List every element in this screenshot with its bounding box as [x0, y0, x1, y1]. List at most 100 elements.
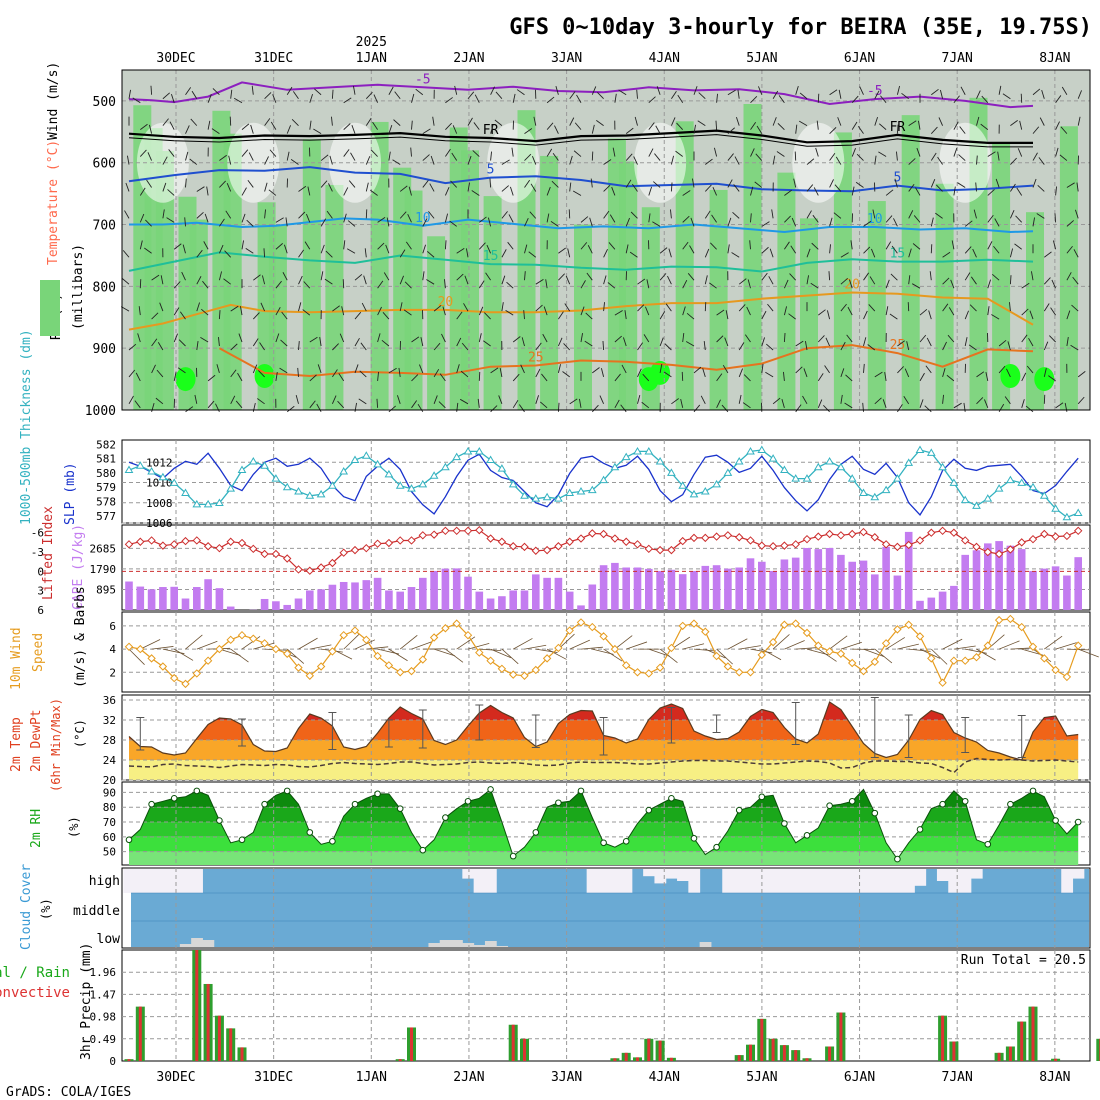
wind-barb [806, 210, 812, 219]
wind-barb [546, 213, 550, 223]
wind-barb [798, 120, 808, 127]
wind-barb [377, 216, 386, 223]
top-date-label-1: 31DEC [254, 51, 293, 66]
wind-barb-10m [998, 640, 1020, 650]
thickness-marker [474, 446, 484, 455]
wind-speed-marker [983, 641, 993, 650]
wind-barb [744, 334, 751, 343]
wind-barb [178, 339, 186, 347]
wind-barb [846, 334, 853, 343]
cloud-low-cell [473, 945, 486, 947]
wind-barb [761, 363, 764, 373]
cape-bar [385, 590, 393, 610]
wind-barb [767, 303, 774, 312]
cloud-high-cell [597, 869, 610, 893]
li-marker [927, 528, 936, 537]
wind-barb [501, 185, 509, 192]
wind-barbs-label: (m/s) & Barbs [73, 586, 88, 688]
wind-barb [485, 272, 491, 281]
wind-barb [347, 220, 356, 227]
rh-marker [939, 800, 946, 808]
cape-bar [622, 567, 630, 610]
li-marker [384, 538, 394, 548]
wind-barb [693, 124, 697, 134]
wind-barb-10m [614, 635, 633, 650]
wind-barb [655, 125, 661, 134]
wind-speed-marker [667, 643, 676, 653]
wind-barb [727, 179, 733, 188]
wind-barb [871, 248, 876, 258]
li-marker [407, 536, 416, 545]
wind-barb [428, 211, 435, 219]
wind-barb [919, 399, 924, 408]
wind-barb [173, 372, 177, 382]
wind-barb [768, 276, 774, 285]
cloud-low-cell [428, 943, 441, 947]
wind-barb [815, 147, 819, 157]
wind-barb [829, 244, 831, 254]
thickness-marker [565, 488, 575, 496]
precip-conv-bar [195, 950, 199, 1061]
wind-barb-10m [173, 648, 194, 661]
wind-barb [407, 214, 412, 223]
thickness-marker [226, 484, 236, 492]
wind-barb [1026, 365, 1034, 374]
thickness-marker [813, 462, 823, 471]
isotherm-label-5: 20 [438, 295, 454, 310]
wind-barb [297, 367, 299, 377]
wind-speed-marker [147, 654, 156, 663]
li-marker [983, 547, 993, 557]
wind-barb [829, 179, 834, 188]
rh-tick: 60 [103, 831, 116, 844]
wind-barb [472, 150, 480, 157]
wind-barb [1032, 88, 1041, 96]
wind-barb [490, 86, 495, 95]
rh-column [268, 225, 287, 410]
wind-barb [1009, 248, 1014, 258]
wind-barb [306, 213, 311, 223]
wind-barb [433, 342, 441, 351]
wind-barb [218, 310, 221, 320]
li-marker [475, 525, 484, 535]
wind-speed-marker [994, 615, 1004, 625]
wind-barb [580, 242, 588, 250]
li-marker [667, 545, 676, 555]
wind-barb [863, 220, 872, 227]
wind-barb [781, 399, 785, 408]
wind-barb-10m [230, 648, 249, 663]
wind-barb [478, 280, 485, 289]
thickness-marker [350, 455, 360, 464]
thickness-marker [237, 465, 247, 474]
li-tick: 0 [37, 565, 44, 578]
precip-conv-bar [138, 1006, 142, 1061]
wind-speed-marker [1017, 622, 1026, 632]
wind-barb [648, 96, 656, 104]
isotherm-label-0: -5 [867, 84, 883, 99]
wind-barb [919, 334, 927, 343]
wind-barb [365, 156, 371, 165]
wind-barb [1060, 126, 1068, 134]
wind-barb [269, 149, 277, 157]
cloud-high-cell [134, 869, 147, 893]
precip-tick: 1.47 [90, 988, 117, 1001]
wind-barb [520, 364, 525, 374]
wind-barb [659, 247, 668, 254]
wind-barb [361, 302, 367, 312]
wind-barb [264, 182, 268, 192]
wind-barb [863, 363, 865, 373]
wind-barb [625, 127, 634, 134]
bottom-date-label-8: 7JAN [942, 1070, 973, 1085]
bottom-date-label-9: 8JAN [1039, 1070, 1070, 1085]
precip-frame [121, 949, 1091, 1062]
wind-barb-10m [298, 637, 318, 650]
wind-barb [614, 373, 621, 382]
wind10m-frame [121, 611, 1091, 693]
wind-barb [777, 123, 785, 130]
rh-marker [600, 839, 607, 847]
wind-barb [465, 248, 469, 258]
precip-legend-total: Total / Rain [0, 965, 70, 981]
wind-barb [670, 182, 673, 192]
li-tick: -6 [31, 527, 44, 540]
wind-barb-10m [411, 641, 433, 650]
wind-barb [125, 182, 130, 192]
